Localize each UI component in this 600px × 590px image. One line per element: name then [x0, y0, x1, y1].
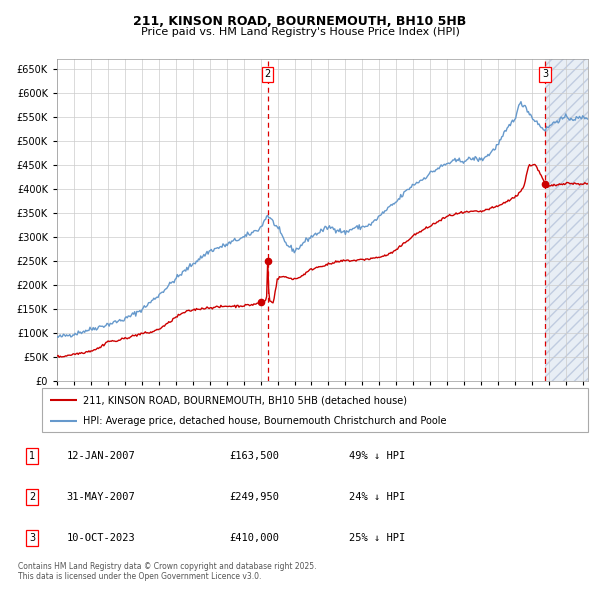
Text: 10-OCT-2023: 10-OCT-2023 — [67, 533, 135, 543]
Text: 2: 2 — [29, 492, 35, 502]
FancyBboxPatch shape — [42, 388, 588, 432]
Text: £410,000: £410,000 — [229, 533, 279, 543]
Text: 25% ↓ HPI: 25% ↓ HPI — [349, 533, 405, 543]
Bar — [545, 59, 588, 381]
Text: 31-MAY-2007: 31-MAY-2007 — [67, 492, 135, 502]
Text: £249,950: £249,950 — [229, 492, 279, 502]
Text: HPI: Average price, detached house, Bournemouth Christchurch and Poole: HPI: Average price, detached house, Bour… — [83, 416, 446, 426]
Text: 12-JAN-2007: 12-JAN-2007 — [67, 451, 135, 461]
Text: Price paid vs. HM Land Registry's House Price Index (HPI): Price paid vs. HM Land Registry's House … — [140, 27, 460, 37]
Text: 1: 1 — [29, 451, 35, 461]
Text: 2: 2 — [265, 70, 271, 80]
Text: 24% ↓ HPI: 24% ↓ HPI — [349, 492, 405, 502]
Text: Contains HM Land Registry data © Crown copyright and database right 2025.
This d: Contains HM Land Registry data © Crown c… — [18, 562, 317, 581]
Text: £163,500: £163,500 — [229, 451, 279, 461]
Text: 3: 3 — [542, 70, 548, 80]
Text: 211, KINSON ROAD, BOURNEMOUTH, BH10 5HB: 211, KINSON ROAD, BOURNEMOUTH, BH10 5HB — [133, 15, 467, 28]
Text: 49% ↓ HPI: 49% ↓ HPI — [349, 451, 405, 461]
Text: 211, KINSON ROAD, BOURNEMOUTH, BH10 5HB (detached house): 211, KINSON ROAD, BOURNEMOUTH, BH10 5HB … — [83, 395, 407, 405]
Text: 3: 3 — [29, 533, 35, 543]
Bar — [545, 59, 588, 381]
